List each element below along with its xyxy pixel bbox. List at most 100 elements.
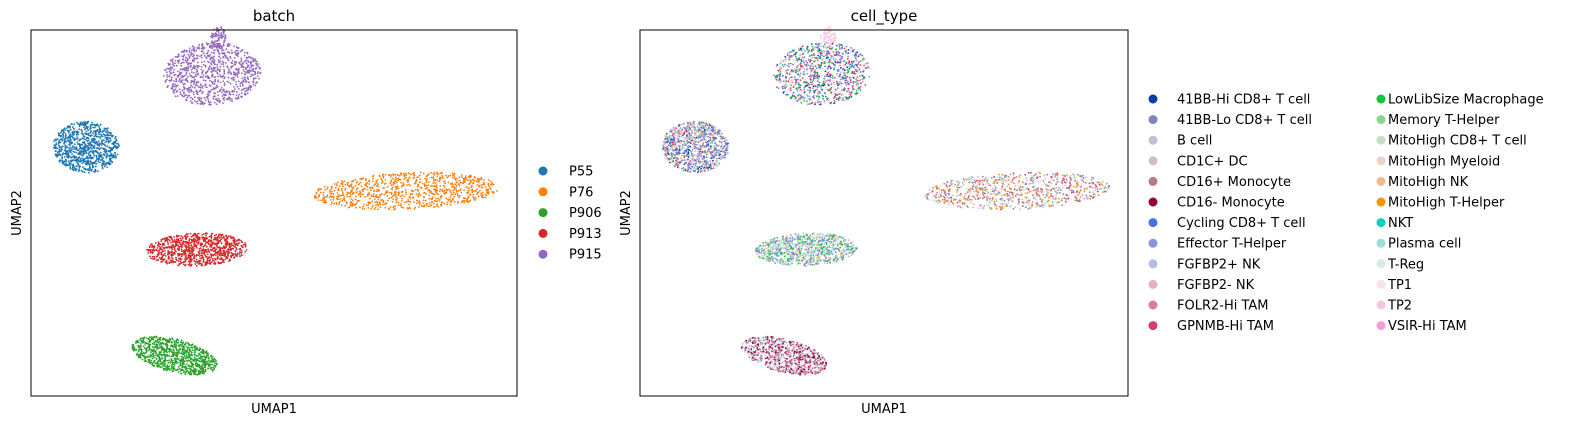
point-p55	[87, 121, 89, 123]
point-p76	[431, 198, 433, 201]
point-p913	[241, 250, 243, 252]
point-p55	[114, 152, 117, 154]
point-p906	[211, 363, 214, 366]
point-p55	[88, 151, 91, 154]
point-p913	[208, 250, 211, 253]
point-p913	[205, 234, 207, 237]
point-p915	[232, 71, 235, 74]
point-p76	[407, 178, 409, 181]
point-p906	[198, 357, 200, 360]
point-p915	[223, 82, 226, 84]
point-p915	[189, 89, 191, 91]
point-p913	[208, 239, 211, 242]
point-p915	[206, 51, 209, 54]
point-p906	[151, 352, 154, 355]
point-p915	[193, 67, 196, 70]
point-p913	[209, 245, 212, 248]
point-p55	[73, 166, 75, 168]
point-p915	[247, 60, 250, 63]
point-p915	[213, 82, 216, 85]
point-p55	[67, 131, 70, 134]
point-p55	[94, 132, 97, 135]
point-p55	[77, 162, 79, 165]
point-p76	[329, 195, 332, 198]
point-p915	[219, 36, 221, 39]
point-p906	[152, 361, 155, 364]
point-p915	[185, 71, 188, 74]
point-p76	[491, 182, 493, 185]
point-p915	[175, 80, 178, 83]
point-p76	[394, 205, 397, 207]
point-p913	[180, 258, 183, 261]
point-p915	[210, 60, 213, 62]
point-p76	[376, 179, 379, 181]
point-p76	[317, 189, 319, 191]
point-p913	[233, 256, 236, 258]
point-p906	[214, 362, 216, 365]
point-p913	[180, 253, 183, 256]
point-p55	[89, 156, 92, 158]
point-p76	[370, 189, 372, 192]
point-p915	[240, 92, 243, 95]
point-p76	[351, 203, 354, 206]
point-p906	[164, 349, 167, 351]
point-p913	[171, 246, 173, 249]
point-p906	[175, 341, 178, 344]
point-p915	[211, 45, 213, 48]
point-p913	[200, 243, 203, 245]
point-p913	[231, 253, 234, 255]
point-p76	[407, 199, 410, 201]
point-p76	[359, 181, 362, 184]
point-p76	[462, 197, 465, 200]
point-p915	[246, 92, 249, 95]
point-fgfbp2-nk	[674, 137, 677, 140]
point-cycling-cd8-t-cell	[673, 136, 675, 139]
point-p915	[245, 62, 248, 65]
point-41bb-lo-cd8-t-cell	[683, 159, 686, 162]
point-p76	[372, 195, 375, 198]
point-p915	[170, 72, 173, 74]
point-p906	[173, 353, 176, 356]
point-p915	[194, 84, 197, 87]
point-p906	[149, 336, 151, 339]
point-p55	[107, 162, 110, 165]
point-p915	[245, 87, 248, 90]
point-p55	[73, 139, 76, 142]
point-p913	[224, 241, 227, 243]
point-p906	[173, 349, 175, 352]
point-p76	[371, 206, 374, 208]
point-p915	[246, 64, 249, 66]
point-p915	[172, 71, 175, 74]
point-p76	[430, 201, 433, 204]
point-p76	[332, 198, 335, 201]
point-p915	[226, 91, 229, 93]
point-p55	[75, 168, 78, 171]
point-p906	[180, 372, 183, 375]
point-p913	[220, 234, 223, 236]
point-p906	[187, 370, 189, 373]
point-p76	[414, 182, 417, 185]
point-p76	[426, 203, 429, 206]
point-p76	[456, 194, 459, 197]
point-p76	[320, 199, 323, 202]
point-p915	[236, 49, 239, 52]
point-p915	[240, 60, 243, 63]
point-p915	[189, 100, 192, 102]
point-p915	[226, 80, 229, 83]
point-p915	[259, 71, 262, 74]
point-p55	[62, 152, 65, 155]
point-p55	[82, 159, 85, 162]
point-p906	[160, 342, 162, 344]
point-p55	[101, 135, 104, 138]
point-p906	[162, 353, 165, 356]
point-p915	[174, 88, 177, 91]
point-p76	[336, 183, 338, 185]
point-p915	[240, 66, 243, 68]
point-p913	[198, 252, 201, 255]
point-p915	[254, 84, 256, 87]
point-p906	[166, 355, 169, 357]
point-p76	[356, 187, 359, 190]
point-p76	[395, 201, 398, 203]
point-p906	[157, 360, 160, 363]
point-p55	[88, 167, 91, 170]
